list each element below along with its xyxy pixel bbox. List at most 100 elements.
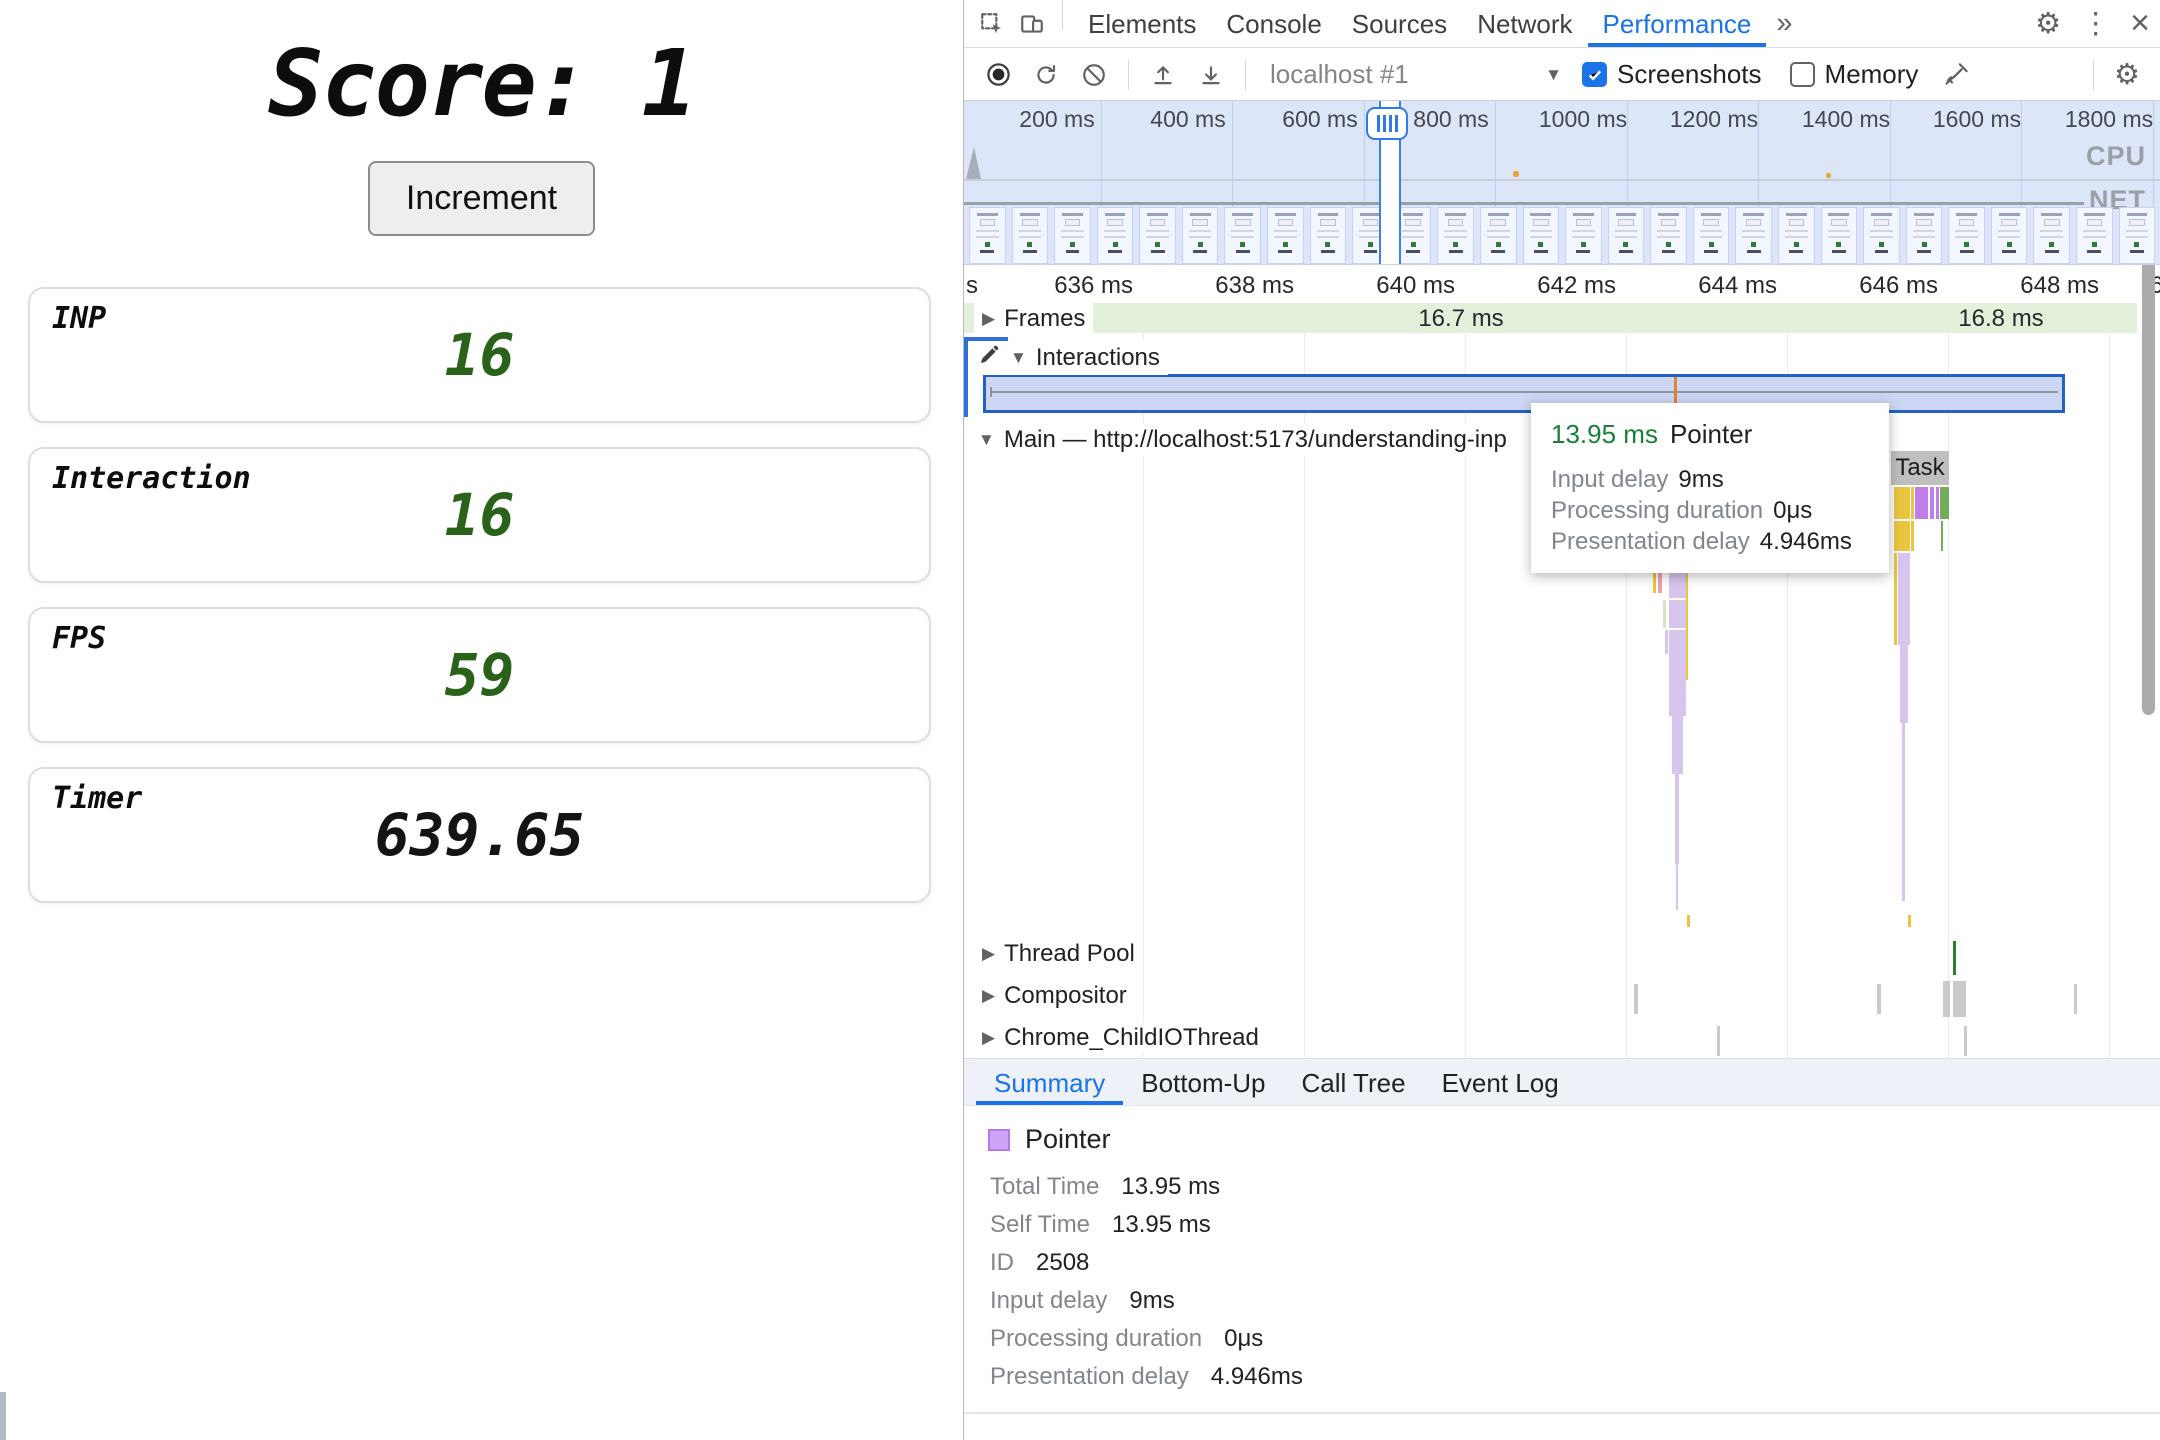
settings-gear-icon[interactable]: ⚙ bbox=[2035, 8, 2062, 40]
screenshot-thumbnail[interactable] bbox=[1309, 207, 1347, 264]
devtools-tab[interactable]: Network bbox=[1477, 9, 1573, 39]
vertical-scrollbar-thumb[interactable] bbox=[2142, 265, 2155, 715]
flame-bar[interactable] bbox=[1930, 487, 1934, 519]
flame-bar[interactable] bbox=[1687, 915, 1690, 927]
flame-bar[interactable] bbox=[1900, 645, 1908, 723]
flame-bar[interactable] bbox=[1911, 521, 1914, 551]
screenshot-thumbnail[interactable] bbox=[1054, 207, 1091, 264]
upload-profile-icon[interactable] bbox=[1143, 55, 1183, 95]
screenshot-thumbnail[interactable] bbox=[1139, 207, 1176, 264]
details-tab[interactable]: Event Log bbox=[1441, 1068, 1559, 1098]
screenshot-thumbnail[interactable] bbox=[1479, 207, 1517, 264]
reload-record-icon[interactable] bbox=[1026, 55, 1066, 95]
profile-select[interactable]: localhost #1 ▼ bbox=[1262, 59, 1562, 90]
flame-bar[interactable] bbox=[1894, 487, 1910, 519]
screenshot-thumbnail[interactable] bbox=[1777, 207, 1815, 264]
flame-bar[interactable] bbox=[1658, 562, 1662, 593]
checkbox-unchecked-icon bbox=[1789, 62, 1815, 87]
inspect-element-icon[interactable] bbox=[972, 4, 1012, 44]
devtools-tab[interactable]: Elements bbox=[1088, 9, 1197, 39]
details-tab[interactable]: Call Tree bbox=[1301, 1068, 1406, 1098]
device-toolbar-icon[interactable] bbox=[1012, 4, 1052, 44]
flame-bar[interactable] bbox=[1672, 716, 1683, 774]
flame-bar[interactable] bbox=[1936, 487, 1939, 519]
screenshot-thumbnail[interactable] bbox=[2118, 207, 2156, 264]
screenshot-thumbnail[interactable] bbox=[1096, 207, 1134, 264]
screenshot-thumbnail[interactable] bbox=[1565, 207, 1602, 264]
collect-garbage-icon[interactable] bbox=[1936, 55, 1976, 95]
overview-ruler-label: 1400 ms bbox=[1801, 106, 1891, 132]
devtools-tab[interactable]: Sources bbox=[1351, 9, 1448, 39]
flame-bar[interactable] bbox=[1675, 774, 1679, 864]
flame-bar[interactable] bbox=[1911, 487, 1914, 519]
screenshot-thumbnail[interactable] bbox=[1948, 207, 1985, 264]
flame-bar[interactable] bbox=[1908, 915, 1911, 927]
devtools-tab[interactable]: Performance bbox=[1588, 0, 1767, 47]
flame-bar[interactable] bbox=[1894, 521, 1910, 551]
screenshot-thumbnail[interactable] bbox=[1437, 207, 1474, 264]
main-track-label: Main — http://localhost:5173/understandi… bbox=[1003, 426, 1507, 453]
clear-recording-icon[interactable] bbox=[1074, 55, 1114, 95]
flame-bar[interactable] bbox=[1686, 562, 1688, 680]
flame-bar[interactable] bbox=[1902, 723, 1905, 901]
screenshot-thumbnail[interactable] bbox=[1224, 207, 1262, 264]
flame-bar[interactable] bbox=[1663, 600, 1666, 628]
screenshot-thumbnail[interactable] bbox=[1522, 207, 1560, 264]
task-flame-chip[interactable]: Task bbox=[1891, 451, 1949, 485]
flame-bar[interactable] bbox=[1665, 630, 1668, 654]
chevron-down-icon: ▼ bbox=[1545, 64, 1562, 84]
interaction-event-bar[interactable] bbox=[983, 374, 2065, 413]
devtools-tab[interactable]: Console bbox=[1226, 9, 1322, 39]
increment-button[interactable]: Increment bbox=[367, 161, 596, 236]
flame-bar[interactable] bbox=[1653, 562, 1656, 593]
capture-settings-gear-icon[interactable]: ⚙ bbox=[2114, 59, 2140, 91]
screenshot-thumbnail[interactable] bbox=[1863, 207, 1900, 264]
screenshot-thumbnail[interactable] bbox=[1267, 207, 1304, 264]
screenshot-thumbnail[interactable] bbox=[969, 207, 1006, 264]
screenshot-thumbnail[interactable] bbox=[1820, 207, 1858, 264]
screenshot-thumbnail[interactable] bbox=[1181, 207, 1219, 264]
metric-label: FPS bbox=[52, 621, 107, 656]
summary-row: ID 2508 bbox=[990, 1249, 1090, 1276]
screenshot-thumbnail[interactable] bbox=[1735, 207, 1772, 264]
screenshot-thumbnail[interactable] bbox=[2033, 207, 2071, 264]
screenshot-thumbnail[interactable] bbox=[2076, 207, 2113, 264]
main-track-header[interactable]: ▼ Main — http://localhost:5173/understan… bbox=[970, 424, 1515, 456]
childio-track-header[interactable]: ▶ Chrome_ChildIOThread bbox=[974, 1022, 1267, 1054]
summary-rows: Total Time 13.95 ms Self Time 13.95 ms I… bbox=[990, 1168, 1303, 1396]
pointer-event-marker bbox=[1674, 377, 1677, 411]
details-tab[interactable]: Bottom-Up bbox=[1141, 1068, 1266, 1098]
record-icon[interactable] bbox=[978, 55, 1018, 95]
flame-bar[interactable] bbox=[1941, 521, 1943, 551]
close-devtools-icon[interactable]: × bbox=[2130, 4, 2150, 42]
timeline-overview[interactable]: 200 ms 400 ms 600 ms 800 ms 1000 ms 1200 ms 14… bbox=[964, 101, 2160, 265]
details-tab[interactable]: Summary bbox=[976, 1059, 1123, 1105]
screenshot-thumbnail[interactable] bbox=[1011, 207, 1049, 264]
screenshot-thumbnail[interactable] bbox=[1607, 207, 1645, 264]
screenshot-thumbnail[interactable] bbox=[1650, 207, 1687, 264]
frames-track-header[interactable]: ▶ Frames bbox=[974, 303, 1094, 335]
flame-bar[interactable] bbox=[1676, 864, 1678, 910]
download-profile-icon[interactable] bbox=[1191, 55, 1231, 95]
flame-bar[interactable] bbox=[1898, 553, 1910, 645]
thread-pool-track-header[interactable]: ▶ Thread Pool bbox=[974, 938, 1143, 970]
flame-bar[interactable] bbox=[1915, 487, 1928, 519]
flame-bar[interactable] bbox=[1940, 487, 1949, 519]
interactions-track-header[interactable]: ▼ Interactions bbox=[970, 341, 1168, 375]
kebab-menu-icon[interactable]: ⋮ bbox=[2081, 8, 2111, 40]
flame-bar[interactable] bbox=[1669, 600, 1686, 628]
screenshot-thumbnail[interactable] bbox=[1692, 207, 1730, 264]
frames-band[interactable] bbox=[964, 303, 2137, 333]
overview-selection-window[interactable] bbox=[1379, 101, 1401, 264]
flame-bar[interactable] bbox=[1894, 553, 1897, 645]
compositor-track-header[interactable]: ▶ Compositor bbox=[974, 980, 1135, 1012]
screenshot-thumbnail[interactable] bbox=[1990, 207, 2028, 264]
screenshot-thumbnail[interactable] bbox=[1905, 207, 1943, 264]
selection-window-handle[interactable] bbox=[1366, 107, 1408, 140]
flame-bar[interactable] bbox=[1669, 630, 1686, 716]
more-tabs-icon[interactable]: » bbox=[1776, 7, 1793, 39]
edit-pencil-icon[interactable] bbox=[978, 343, 1001, 373]
net-activity-line bbox=[964, 202, 2084, 205]
screenshots-checkbox[interactable]: Screenshots bbox=[1582, 59, 1762, 90]
memory-checkbox[interactable]: Memory bbox=[1789, 59, 1918, 90]
